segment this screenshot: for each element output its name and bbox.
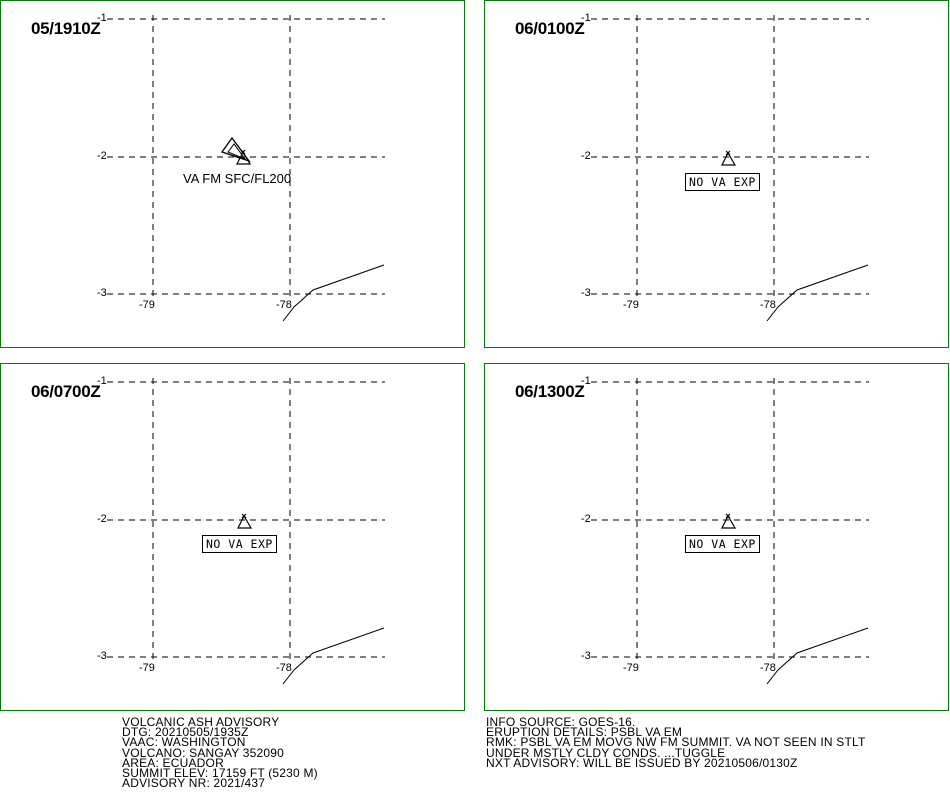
volcano-triangle-icon (237, 513, 253, 529)
advisory-line: SUMMIT ELEV: 17159 FT (5230 M) (122, 765, 318, 780)
lat-label: -1 (581, 375, 591, 387)
advisory-line: INFO SOURCE: GOES-16. (486, 715, 636, 729)
volcano-triangle-icon (721, 150, 737, 166)
map-canvas (107, 15, 385, 322)
volcano-triangle-icon (236, 149, 252, 165)
lat-label: -3 (97, 650, 107, 662)
map-canvas (591, 378, 869, 685)
advisory-line: VOLCANO: SANGAY 352090 (122, 745, 285, 760)
ash-label: VA FM SFC/FL200 (183, 171, 292, 186)
lon-label: -79 (623, 299, 639, 311)
lon-label: -78 (276, 299, 292, 311)
coastline (282, 264, 385, 322)
lat-label: -1 (97, 12, 107, 24)
advisory-line: UNDER MSTLY CLDY CONDS. ...TUGGLE (486, 745, 726, 760)
map-canvas (591, 15, 869, 322)
panel-time: 06/0100Z (515, 19, 585, 38)
coastline (766, 264, 869, 322)
lat-label: -2 (97, 150, 107, 162)
lat-label: -3 (581, 287, 591, 299)
panel-time: 06/1300Z (515, 382, 585, 401)
no-va-label: NO VA EXP (202, 535, 277, 553)
panel-time: 06/0700Z (31, 382, 101, 401)
map-canvas (107, 378, 385, 685)
lon-label: -79 (139, 662, 155, 674)
lat-label: -2 (97, 513, 107, 525)
lat-label: -2 (581, 150, 591, 162)
map-panel-2: 06/0100Z -1 -2 -3 -79 -78 NO VA EXP (484, 0, 949, 348)
no-va-label: NO VA EXP (685, 173, 760, 191)
ash-cloud-polygon (220, 136, 251, 163)
advisory-details-block: INFO SOURCE: GOES-16. ERUPTION DETAILS: … (486, 715, 866, 770)
lon-label: -79 (623, 662, 639, 674)
panel-time: 05/1910Z (31, 19, 101, 38)
advisory-line: NXT ADVISORY: WILL BE ISSUED BY 20210506… (486, 755, 798, 770)
volcano-triangle-icon (721, 513, 737, 529)
coastline (766, 627, 869, 685)
ash-cloud-inner (227, 143, 247, 161)
map-panel-3: 06/0700Z -1 -2 -3 -79 -78 NO VA EXP (0, 363, 465, 711)
map-panel-4: 06/1300Z -1 -2 -3 -79 -78 NO VA EXP (484, 363, 949, 711)
advisory-line: DTG: 20210505/1935Z (122, 725, 249, 740)
no-va-label: NO VA EXP (685, 535, 760, 553)
lat-label: -3 (581, 650, 591, 662)
advisory-header-block: VOLCANIC ASH ADVISORY DTG: 20210505/1935… (122, 715, 318, 791)
advisory-line: AREA: ECUADOR (122, 755, 224, 770)
advisory-line: VOLCANIC ASH ADVISORY (122, 715, 280, 729)
lon-label: -78 (760, 662, 776, 674)
lat-label: -1 (581, 12, 591, 24)
advisory-line: ADVISORY NR: 2021/437 (122, 776, 266, 791)
lon-label: -79 (139, 299, 155, 311)
advisory-line: ERUPTION DETAILS: PSBL VA EM (486, 725, 683, 740)
lon-label: -78 (276, 662, 292, 674)
lat-label: -1 (97, 375, 107, 387)
map-panel-1: 05/1910Z -1 -2 -3 -79 -78 VA FM SFC/FL20… (0, 0, 465, 348)
advisory-line: VAAC: WASHINGTON (122, 735, 246, 750)
lat-label: -2 (581, 513, 591, 525)
lon-label: -78 (760, 299, 776, 311)
lat-label: -3 (97, 287, 107, 299)
advisory-line: RMK: PSBL VA EM MOVG NW FM SUMMIT. VA NO… (486, 735, 866, 750)
coastline (282, 627, 385, 685)
